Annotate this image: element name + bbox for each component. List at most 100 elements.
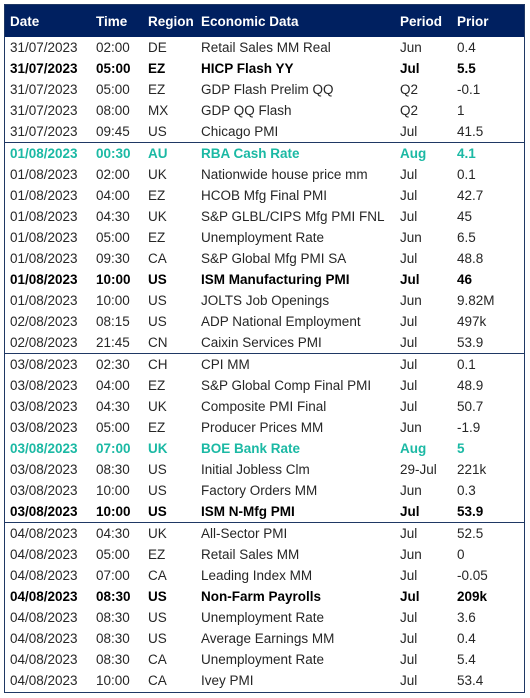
cell-period: Aug — [395, 142, 452, 164]
header-date: Date — [10, 13, 40, 29]
cell-economic-data: Composite PMI Final — [201, 399, 327, 414]
cell-period: Q2 — [400, 82, 419, 97]
cell-time: 05:00 — [96, 420, 130, 435]
cell-economic-data: Unemployment Rate — [201, 610, 325, 625]
cell-region: EZ — [148, 188, 166, 203]
table-row: 31/07/2023 09:45 US Chicago PMI Jul 41.5 — [5, 121, 524, 143]
cell-economic-data: HCOB Mfg Final PMI — [201, 188, 328, 203]
cell-economic-data: Non-Farm Payrolls — [201, 589, 322, 604]
cell-period: Jun — [400, 483, 422, 498]
cell-region: US — [148, 589, 167, 604]
cell-economic-data: ISM Manufacturing PMI — [201, 272, 350, 287]
table-row: 01/08/2023 10:00 US JOLTS Job Openings Jun 9.… — [5, 290, 524, 311]
cell-period: Jun — [400, 293, 422, 308]
table-row: 04/08/2023 08:30 US Non-Farm Payrolls Jul 209… — [5, 586, 524, 607]
cell-economic-data: Ivey PMI — [201, 673, 254, 688]
cell-time: 08:30 — [96, 589, 131, 604]
table-row: 01/08/2023 04:30 UK S&P GLBL/CIPS Mfg PMI F… — [5, 206, 524, 227]
cell-economic-data: Unemployment Rate — [201, 230, 325, 245]
cell-time: 08:30 — [96, 631, 130, 646]
cell-economic-data: GDP QQ Flash — [201, 103, 292, 118]
cell-date: 02/08/2023 — [10, 314, 78, 329]
table-row: 31/07/2023 02:00 DE Retail Sales MM Real Jun… — [5, 37, 524, 58]
cell-region: EZ — [148, 420, 166, 435]
cell-region: CA — [148, 652, 167, 667]
table-row: 01/08/2023 10:00 US ISM Manufacturing PMI Ju… — [5, 269, 524, 290]
cell-time: 04:00 — [96, 188, 130, 203]
cell-period: Jul — [400, 610, 418, 625]
cell-prior: 5.4 — [457, 652, 476, 667]
table-row: 03/08/2023 07:00 UK BOE Bank Rate Aug 5 — [5, 438, 524, 459]
cell-prior: -1.9 — [457, 420, 481, 435]
header-time: Time — [96, 13, 128, 29]
cell-region: MX — [148, 103, 169, 118]
cell-economic-data: BOE Bank Rate — [201, 441, 301, 456]
cell-period: Jul — [400, 251, 418, 266]
cell-region: US — [148, 631, 167, 646]
cell-time: 08:30 — [96, 462, 130, 477]
cell-date: 31/07/2023 — [10, 124, 78, 139]
cell-period: Jul — [400, 167, 418, 182]
table-row: 04/08/2023 04:30 UK All-Sector PMI Jul 52.5 — [5, 522, 524, 544]
cell-period: Q2 — [400, 103, 419, 118]
table-row: 01/08/2023 05:00 EZ Unemployment Rate Jun 6.5 — [5, 227, 524, 248]
cell-time: 05:00 — [96, 230, 130, 245]
table-row: 03/08/2023 02:30 CH CPI MM Jul 0.1 — [5, 353, 524, 375]
cell-economic-data: All-Sector PMI — [196, 522, 395, 544]
header-economic-data: Economic Data — [201, 13, 299, 29]
cell-date: 01/08/2023 — [10, 272, 78, 287]
cell-time: 09:30 — [96, 251, 130, 266]
cell-prior: 0.3 — [457, 483, 476, 498]
cell-date: 01/08/2023 — [10, 167, 78, 182]
cell-date: 04/08/2023 — [10, 652, 78, 667]
cell-region: US — [148, 272, 167, 287]
table-row: 01/08/2023 02:00 UK Nationwide house price … — [5, 164, 524, 185]
table-row: 02/08/2023 21:45 CN Caixin Services PMI Jul 5… — [5, 332, 524, 354]
cell-prior: -0.05 — [457, 568, 488, 583]
cell-region: EZ — [148, 230, 166, 245]
cell-region: US — [148, 462, 167, 477]
table-row: 03/08/2023 05:00 EZ Producer Prices MM Jun -1… — [5, 417, 524, 438]
cell-prior: 3.6 — [457, 610, 476, 625]
cell-prior: 9.82M — [457, 293, 495, 308]
cell-prior: 0 — [457, 547, 465, 562]
cell-time: 05:00 — [96, 547, 130, 562]
cell-time: 10:00 — [96, 483, 130, 498]
cell-date: 03/08/2023 — [10, 420, 78, 435]
table-row: 02/08/2023 08:15 US ADP National Employment… — [5, 311, 524, 332]
cell-prior: 221k — [457, 462, 487, 477]
cell-time: 07:00 — [96, 568, 130, 583]
cell-economic-data: Unemployment Rate — [201, 652, 325, 667]
cell-time: 10:00 — [96, 673, 130, 688]
cell-economic-data: ADP National Employment — [201, 314, 361, 329]
cell-date: 03/08/2023 — [10, 441, 78, 456]
cell-time: 10:00 — [96, 504, 131, 519]
header-region: Region — [148, 13, 194, 29]
table-row: 03/08/2023 08:30 US Initial Jobless Clm 29-J… — [5, 459, 524, 480]
cell-period: Jun — [400, 230, 422, 245]
cell-region: UK — [148, 209, 167, 224]
table-row: 04/08/2023 08:30 CA Unemployment Rate Jul 5.4 — [5, 649, 524, 670]
cell-region: CA — [148, 568, 167, 583]
cell-period: Jul — [400, 504, 420, 519]
cell-prior: 45 — [457, 209, 473, 224]
cell-economic-data: Caixin Services PMI — [201, 335, 322, 350]
table-row: 04/08/2023 08:30 US Average Earnings MM Jul 0… — [5, 628, 524, 649]
cell-time: 08:15 — [96, 314, 130, 329]
cell-prior: 48.8 — [457, 251, 484, 266]
cell-time: 09:45 — [96, 124, 130, 139]
cell-time: 10:00 — [96, 293, 130, 308]
cell-region: US — [148, 504, 167, 519]
cell-period: Jul — [395, 353, 452, 375]
cell-time: 04:30 — [96, 209, 130, 224]
cell-region: AU — [143, 142, 196, 164]
cell-region: EZ — [148, 378, 166, 393]
cell-date: 03/08/2023 — [10, 378, 78, 393]
cell-region: CA — [148, 251, 167, 266]
cell-region: CH — [143, 353, 196, 375]
cell-period: Jul — [400, 568, 418, 583]
cell-economic-data: Average Earnings MM — [201, 631, 335, 646]
table-row: 01/08/2023 00:30 AU RBA Cash Rate Aug 4.1 — [5, 142, 524, 164]
cell-period: Jul — [400, 314, 418, 329]
cell-economic-data: Producer Prices MM — [201, 420, 324, 435]
